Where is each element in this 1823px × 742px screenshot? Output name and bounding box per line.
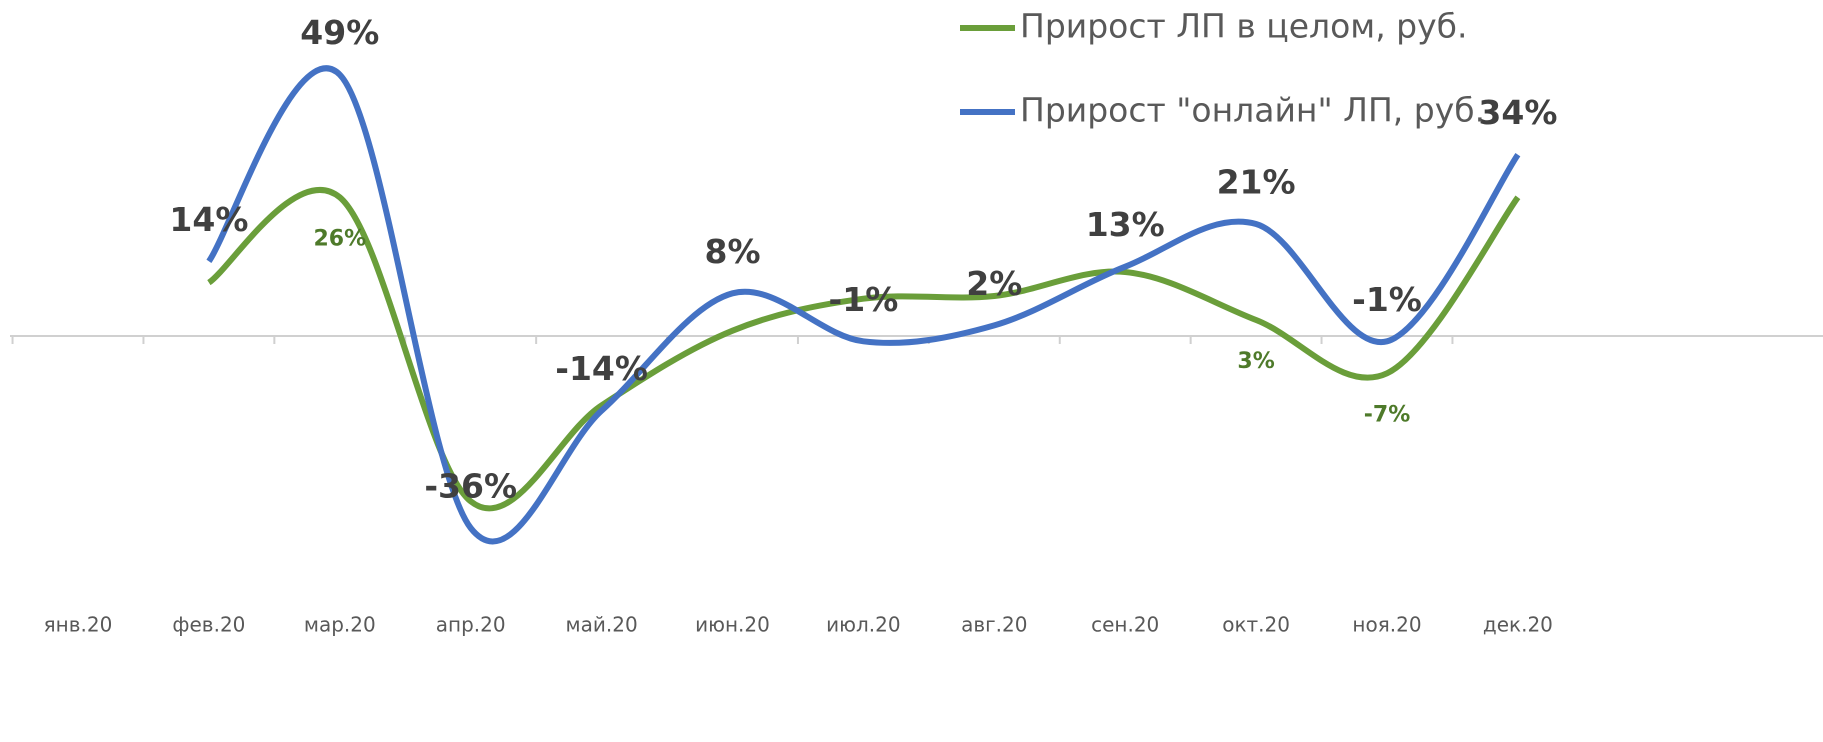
x-tick-label: авг.20 (961, 613, 1027, 637)
x-tick-label: фев.20 (172, 613, 245, 637)
line-series (207, 186, 1521, 512)
x-tick-label: сен.20 (1091, 613, 1159, 637)
x-tick-label: окт.20 (1222, 613, 1290, 637)
x-tick-label: ноя.20 (1352, 613, 1421, 637)
data-label: 3% (1237, 349, 1274, 374)
data-label: 34% (1478, 93, 1557, 132)
x-tick-label: дек.20 (1483, 613, 1553, 637)
data-label: 2% (966, 264, 1022, 303)
legend-label: Прирост "онлайн" ЛП, руб. (1020, 91, 1485, 130)
x-tick-label: июн.20 (695, 613, 770, 637)
data-label: -7% (1364, 402, 1410, 427)
data-label: 21% (1217, 163, 1296, 202)
data-label: -1% (829, 280, 899, 319)
x-tick-label: май.20 (566, 613, 638, 637)
line-series (206, 65, 1521, 545)
data-label: -36% (424, 467, 517, 506)
data-label: 8% (704, 232, 760, 271)
data-label: 13% (1086, 205, 1165, 244)
legend-label: Прирост ЛП в целом, руб. (1020, 7, 1468, 46)
data-label: -1% (1352, 280, 1422, 319)
x-tick-label: апр.20 (436, 613, 506, 637)
x-tick-label: янв.20 (44, 613, 113, 637)
x-tick-label: мар.20 (304, 613, 376, 637)
data-label: 14% (169, 200, 248, 239)
data-label: 49% (300, 13, 379, 52)
data-label: 26% (313, 226, 366, 251)
data-label: -14% (555, 349, 648, 388)
x-tick-label: июл.20 (826, 613, 900, 637)
